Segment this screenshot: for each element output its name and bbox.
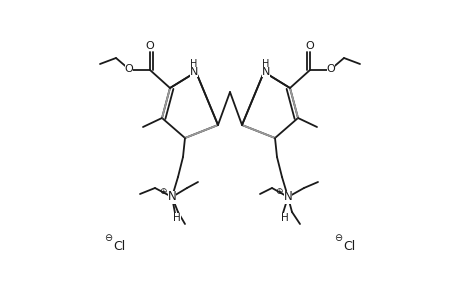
Text: N: N: [167, 190, 176, 203]
Text: O: O: [146, 41, 154, 51]
Text: N: N: [261, 67, 269, 77]
Text: ⊖: ⊖: [333, 233, 341, 243]
Text: O: O: [326, 64, 335, 74]
Text: O: O: [305, 41, 313, 51]
Text: O: O: [124, 64, 133, 74]
Text: H: H: [173, 213, 180, 223]
Text: N: N: [190, 67, 198, 77]
Text: Cl: Cl: [342, 241, 354, 254]
Text: ⊖: ⊖: [104, 233, 112, 243]
Text: ⊕: ⊕: [159, 188, 166, 196]
Text: H: H: [190, 59, 197, 69]
Text: N: N: [283, 190, 292, 203]
Text: ⊕: ⊕: [274, 188, 282, 196]
Text: H: H: [280, 213, 288, 223]
Text: Cl: Cl: [113, 241, 125, 254]
Text: H: H: [262, 59, 269, 69]
